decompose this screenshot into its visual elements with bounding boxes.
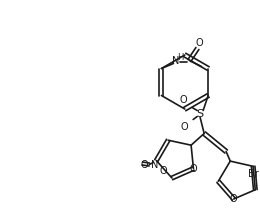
Text: O: O <box>196 38 203 48</box>
Text: O: O <box>140 160 148 170</box>
Text: H: H <box>177 53 184 62</box>
Text: N: N <box>172 57 179 67</box>
Text: O: O <box>230 194 237 204</box>
Text: O: O <box>159 166 167 176</box>
Text: O: O <box>180 123 188 132</box>
Text: Br: Br <box>248 169 258 179</box>
Text: O: O <box>190 163 197 173</box>
Text: N: N <box>151 160 158 170</box>
Text: O: O <box>179 94 187 104</box>
Text: S: S <box>197 109 204 119</box>
